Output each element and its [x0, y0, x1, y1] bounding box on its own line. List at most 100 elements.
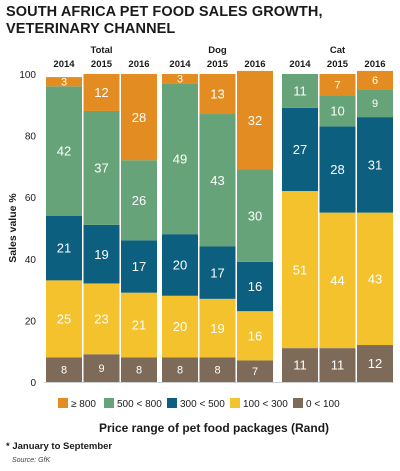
- data-label: 32: [248, 113, 262, 128]
- y-tick-label: 40: [25, 255, 37, 266]
- data-label: 37: [94, 161, 108, 176]
- y-axis-label: Sales value %: [7, 193, 19, 263]
- bar-segment: [121, 240, 157, 293]
- legend-label: ≥ 800: [71, 399, 96, 410]
- group-label: Total: [91, 45, 113, 56]
- data-label: 42: [57, 144, 71, 159]
- legend-label: 100 < 300: [243, 399, 288, 410]
- bar-segment: [83, 224, 120, 284]
- data-label: 26: [132, 193, 146, 208]
- year-label: 2015: [207, 59, 229, 70]
- data-label: 25: [57, 312, 71, 327]
- data-label: 17: [132, 259, 146, 274]
- data-label: 10: [330, 104, 344, 119]
- bar-segment: [357, 89, 393, 118]
- data-label: 7: [334, 80, 340, 92]
- legend-label: 500 < 800: [117, 399, 162, 410]
- legend-swatch: [167, 398, 177, 408]
- bar-segment: [46, 77, 82, 87]
- data-label: 8: [177, 365, 183, 377]
- bar-segment: [46, 280, 82, 358]
- bar-segment: [319, 95, 356, 127]
- bar-segment: [357, 345, 393, 382]
- data-label: 20: [173, 319, 187, 334]
- bar-segment: [83, 354, 120, 382]
- bar-segment: [237, 70, 273, 170]
- data-label: 28: [132, 110, 146, 125]
- group-label: Cat: [330, 45, 346, 56]
- data-label: 7: [252, 366, 258, 378]
- y-tick-label: 80: [25, 132, 37, 143]
- data-label: 51: [293, 262, 307, 277]
- data-label: 23: [94, 312, 108, 327]
- year-label: 2015: [327, 59, 349, 70]
- bar-segment: [237, 311, 273, 361]
- year-label: 2016: [128, 59, 149, 70]
- data-label: 8: [136, 365, 142, 377]
- data-label: 17: [210, 265, 224, 280]
- data-label: 20: [173, 258, 187, 273]
- data-label: 19: [94, 247, 108, 262]
- data-label: 3: [177, 74, 183, 86]
- year-label: 2014: [169, 59, 191, 70]
- data-label: 3: [61, 77, 67, 89]
- data-label: 19: [210, 321, 224, 336]
- data-label: 31: [368, 158, 382, 173]
- data-label: 9: [98, 363, 104, 375]
- source-note: Source: GfK: [12, 457, 51, 464]
- y-tick-label: 20: [25, 316, 37, 327]
- bar-segment: [357, 212, 393, 346]
- data-label: 8: [214, 365, 220, 377]
- bar-segment: [237, 169, 273, 262]
- legend-swatch: [230, 398, 240, 408]
- bar-segment: [282, 348, 318, 382]
- data-label: 21: [57, 241, 71, 256]
- bar-segment: [357, 117, 393, 213]
- data-label: 28: [330, 162, 344, 177]
- bar-segment: [162, 74, 198, 84]
- bar-segment: [237, 360, 273, 382]
- data-label: 30: [248, 208, 262, 223]
- legend-swatch: [104, 398, 114, 408]
- year-label: 2014: [289, 59, 311, 70]
- bar-segment: [237, 261, 273, 312]
- bar-segment: [319, 348, 356, 382]
- bar-segment: [83, 74, 120, 111]
- bar-segment: [121, 292, 157, 358]
- data-label: 8: [61, 365, 67, 377]
- bar-segment: [199, 246, 236, 299]
- data-label: 13: [210, 87, 224, 102]
- chart-title: SOUTH AFRICA PET FOOD SALES GROWTH, VETE…: [6, 4, 323, 37]
- bar-segment: [319, 212, 356, 349]
- data-label: 49: [173, 151, 187, 166]
- year-label: 2015: [91, 59, 113, 70]
- bar-segment: [282, 107, 318, 192]
- bar-segment: [162, 83, 198, 235]
- data-label: 16: [248, 328, 262, 343]
- x-axis-label: Price range of pet food packages (Rand): [99, 421, 329, 435]
- data-label: 12: [94, 85, 108, 100]
- bar-segment: [162, 234, 198, 296]
- bar-segment: [162, 295, 198, 358]
- bar-segment: [121, 160, 157, 241]
- data-label: 21: [132, 318, 146, 333]
- year-label: 2016: [364, 59, 385, 70]
- data-label: 11: [293, 84, 307, 99]
- data-label: 27: [293, 142, 307, 157]
- bar-segment: [121, 74, 157, 161]
- data-label: 6: [372, 75, 378, 87]
- data-label: 43: [210, 173, 224, 188]
- bar-segment: [199, 114, 236, 247]
- bar-segment: [199, 74, 236, 115]
- data-label: 11: [331, 358, 345, 373]
- group-label: Dog: [208, 45, 227, 56]
- data-label: 9: [372, 98, 378, 110]
- y-tick-label: 0: [30, 378, 36, 389]
- bar-segment: [46, 215, 82, 281]
- legend-swatch: [293, 398, 303, 408]
- bar-segment: [199, 298, 236, 358]
- bar-segment: [83, 283, 120, 355]
- legend-label: 300 < 500: [180, 399, 225, 410]
- data-label: 12: [368, 356, 382, 371]
